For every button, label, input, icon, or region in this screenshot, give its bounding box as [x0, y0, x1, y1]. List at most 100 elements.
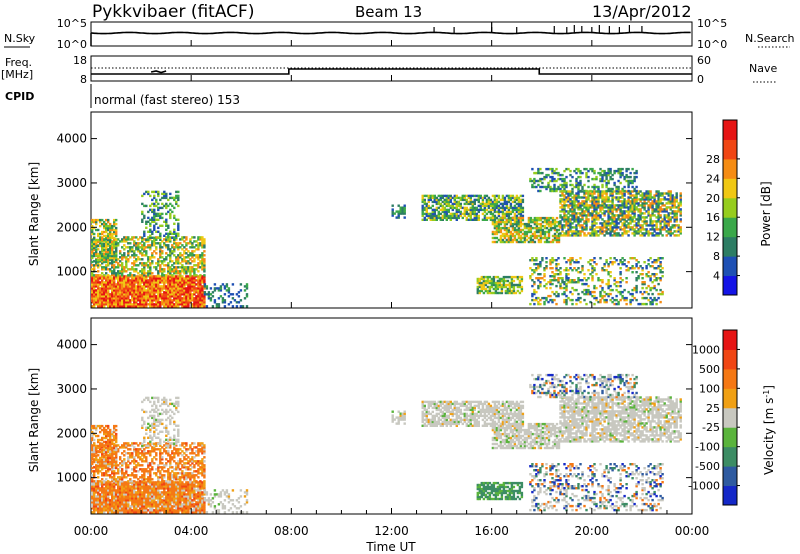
range-gate-cell: [573, 204, 576, 207]
range-gate-cell: [97, 279, 100, 282]
range-gate-cell: [579, 202, 582, 205]
range-gate-cell: [95, 491, 98, 494]
range-gate-cell: [577, 292, 580, 296]
range-gate-cell: [107, 297, 110, 300]
range-gate-cell: [399, 212, 402, 215]
range-gate-cell: [95, 485, 98, 488]
range-gate-cell: [557, 185, 560, 189]
range-gate-cell: [607, 212, 610, 215]
range-gate-cell: [101, 503, 104, 506]
range-gate-cell: [609, 224, 612, 227]
range-gate-cell: [633, 288, 636, 292]
range-gate-cell: [463, 212, 466, 216]
range-gate-cell: [177, 222, 180, 225]
range-gate-cell: [119, 301, 122, 304]
range-gate-cell: [543, 302, 546, 306]
range-gate-cell: [179, 246, 182, 249]
range-gate-cell: [245, 295, 249, 298]
range-gate-cell: [633, 210, 636, 213]
range-gate-cell: [163, 295, 166, 298]
range-gate-cell: [95, 238, 98, 242]
range-gate-cell: [455, 194, 458, 198]
range-gate-cell: [581, 208, 584, 211]
range-gate-cell: [659, 226, 662, 229]
range-gate-cell: [499, 236, 503, 240]
range-gate-cell: [197, 305, 200, 308]
range-gate-cell: [497, 206, 501, 210]
range-gate-cell: [199, 256, 202, 259]
range-gate-cell: [553, 298, 556, 302]
range-gate-cell: [551, 282, 554, 286]
range-gate-cell: [177, 226, 180, 229]
range-gate-cell: [473, 202, 476, 206]
range-gate-cell: [611, 206, 614, 209]
range-gate-cell: [581, 265, 584, 268]
range-gate-cell: [505, 230, 509, 234]
range-gate-cell: [151, 262, 154, 265]
range-gate-cell: [97, 281, 100, 284]
range-gate-cell: [478, 281, 481, 285]
range-gate-cell: [537, 302, 540, 306]
range-gate-cell: [99, 220, 102, 224]
range-gate-cell: [189, 268, 192, 271]
colorbar-tick-label: 28: [706, 153, 720, 166]
range-gate-cell: [491, 236, 495, 240]
range-gate-cell: [461, 206, 464, 210]
range-gate-cell: [91, 491, 94, 494]
range-gate-cell: [599, 194, 602, 197]
range-gate-cell: [423, 202, 426, 206]
range-gate-cell: [113, 228, 116, 232]
range-gate-cell: [507, 206, 511, 210]
range-gate-cell: [651, 226, 654, 229]
range-gate-cell: [518, 281, 522, 285]
range-gate-cell: [107, 264, 110, 267]
range-gate-cell: [153, 305, 156, 308]
range-gate-cell: [581, 196, 584, 199]
range-gate-cell: [467, 212, 470, 216]
range-gate-cell: [543, 267, 546, 270]
range-gate-cell: [131, 285, 134, 288]
range-gate-cell: [501, 210, 505, 214]
range-gate-cell: [473, 194, 476, 198]
range-gate-cell: [607, 281, 610, 284]
range-gate-cell: [145, 220, 148, 223]
range-gate-cell: [113, 499, 116, 502]
range-gate-cell: [177, 256, 180, 259]
range-gate-cell: [145, 305, 148, 308]
range-gate-cell: [197, 279, 200, 282]
range-gate-cell: [139, 299, 142, 302]
range-gate-cell: [673, 226, 676, 229]
range-gate-cell: [155, 285, 158, 288]
range-gate-cell: [553, 277, 556, 280]
range-gate-cell: [508, 281, 512, 285]
range-gate-cell: [177, 299, 180, 302]
range-gate-cell: [169, 281, 172, 284]
range-gate-cell: [569, 257, 572, 260]
range-gate-cell: [639, 210, 642, 213]
range-gate-cell: [605, 181, 608, 185]
range-gate-cell: [197, 270, 200, 273]
range-gate-cell: [157, 274, 160, 277]
range-gate-cell: [107, 497, 110, 500]
range-gate-cell: [425, 218, 428, 221]
range-gate-cell: [645, 296, 648, 300]
range-gate-cell: [613, 218, 616, 221]
range-gate-cell: [171, 250, 174, 253]
range-gate-cell: [529, 230, 533, 234]
range-gate-cell: [193, 287, 196, 290]
range-gate-cell: [641, 198, 644, 201]
range-gate-cell: [163, 194, 166, 198]
range-gate-cell: [105, 234, 108, 238]
range-gate-cell: [157, 303, 160, 306]
range-gate-cell: [621, 279, 624, 282]
range-gate-cell: [619, 171, 622, 175]
range-gate-cell: [155, 236, 158, 239]
range-gate-cell: [500, 291, 504, 295]
range-gate-cell: [507, 200, 511, 204]
range-gate-cell: [185, 283, 188, 286]
range-gate-cell: [651, 206, 654, 209]
range-gate-cell: [119, 240, 122, 243]
range-gate-cell: [107, 242, 110, 246]
range-gate-cell: [599, 210, 602, 213]
range-gate-cell: [105, 497, 108, 500]
